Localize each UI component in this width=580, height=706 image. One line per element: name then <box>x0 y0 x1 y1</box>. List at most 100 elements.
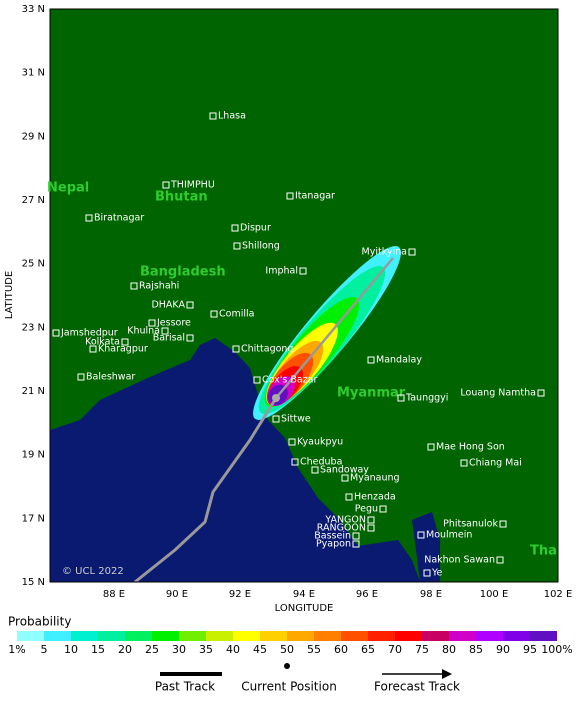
place-marker <box>352 540 360 548</box>
place-label: THIMPHU <box>170 180 215 191</box>
place-marker <box>77 373 85 381</box>
legend-label: 60 <box>334 643 348 656</box>
y-tick-label: 17 N <box>22 513 45 524</box>
place-marker <box>299 267 307 275</box>
legend-swatch <box>530 631 557 641</box>
y-tick-label: 23 N <box>22 322 45 333</box>
legend-swatch <box>449 631 476 641</box>
place-marker <box>161 327 169 335</box>
place-label: Ye <box>431 568 443 579</box>
place-label: Dispur <box>240 223 271 234</box>
place-label: Sandoway <box>320 465 369 476</box>
current-position-label: Current Position <box>241 680 337 694</box>
legend-label: 70 <box>388 643 402 656</box>
place-marker <box>288 438 296 446</box>
country-label: Bangladesh <box>140 265 226 280</box>
legend-swatch <box>422 631 449 641</box>
legend-swatch <box>125 631 152 641</box>
place-label: Myanaung <box>350 473 400 484</box>
place-label: Taunggyi <box>405 393 448 404</box>
legend-label: 40 <box>226 643 240 656</box>
legend-swatch <box>233 631 260 641</box>
legend-label: 20 <box>118 643 132 656</box>
map-frame <box>49 8 559 583</box>
y-tick-label: 19 N <box>22 450 45 461</box>
legend-swatch <box>341 631 368 641</box>
place-label: Louang Namtha <box>460 388 536 399</box>
place-label: Jessore <box>156 318 191 329</box>
place-marker <box>311 466 319 474</box>
legend-label: 95 <box>523 643 537 656</box>
country-label: Myanmar <box>337 386 406 401</box>
legend-swatch <box>44 631 71 641</box>
place-label: Mae Hong Son <box>436 442 505 453</box>
place-label: Jamshedpur <box>60 328 118 339</box>
place-label: Barisal <box>153 333 185 344</box>
place-marker <box>499 520 507 528</box>
legend-swatch <box>503 631 530 641</box>
place-marker <box>121 338 129 346</box>
place-marker <box>52 329 60 337</box>
place-marker <box>408 248 416 256</box>
legend-label: 55 <box>307 643 321 656</box>
legend-title: Probability <box>8 615 71 629</box>
place-marker <box>186 301 194 309</box>
country-label: Tha <box>530 544 557 559</box>
legend-label: 65 <box>361 643 375 656</box>
legend-swatch <box>395 631 422 641</box>
country-label: Nepal <box>47 181 89 196</box>
place-marker <box>130 282 138 290</box>
credit: © UCL 2022 <box>62 566 124 577</box>
forecast-track-label: Forecast Track <box>374 680 460 694</box>
legend-label: 100% <box>541 643 572 656</box>
y-tick-label: 15 N <box>22 577 45 588</box>
forecast-arrow <box>442 669 452 679</box>
place-label: RANGOON <box>317 523 366 534</box>
legend-label: 30 <box>172 643 186 656</box>
x-tick-label: 88 E <box>103 589 125 600</box>
place-marker <box>417 531 425 539</box>
place-marker <box>537 389 545 397</box>
place-marker <box>186 334 194 342</box>
legend-label: 80 <box>442 643 456 656</box>
place-label: Mandalay <box>376 355 422 366</box>
place-label: Rajshahi <box>139 281 179 292</box>
legend-swatch <box>314 631 341 641</box>
place-label: Cheduba <box>300 457 342 468</box>
place-label: Nakhon Sawan <box>424 555 495 566</box>
place-label: Moulmein <box>426 530 472 541</box>
place-marker <box>496 556 504 564</box>
x-tick-label: 98 E <box>420 589 442 600</box>
place-marker <box>367 516 375 524</box>
legend-swatch <box>17 631 44 641</box>
x-tick-label: 92 E <box>229 589 251 600</box>
place-label: Cox's Bazar <box>262 375 318 386</box>
x-tick-label: 90 E <box>166 589 188 600</box>
place-marker <box>272 415 280 423</box>
past-track <box>134 397 278 584</box>
x-tick-label: 102 E <box>544 589 573 600</box>
legend-swatch <box>368 631 395 641</box>
place-label: YANGON <box>324 515 366 526</box>
place-marker <box>367 356 375 364</box>
place-label: Biratnagar <box>94 213 144 224</box>
place-marker <box>232 345 240 353</box>
x-axis-label: LONGITUDE <box>275 603 334 614</box>
y-tick-label: 27 N <box>22 195 45 206</box>
legend-label: 45 <box>253 643 267 656</box>
legend-swatch <box>476 631 503 641</box>
place-marker <box>162 181 170 189</box>
legend-swatch <box>179 631 206 641</box>
legend-label: 85 <box>469 643 483 656</box>
x-tick-label: 94 E <box>293 589 315 600</box>
place-label: Shillong <box>242 241 280 252</box>
place-marker <box>352 532 360 540</box>
legend-label: 50 <box>280 643 294 656</box>
place-marker <box>291 458 299 466</box>
place-marker <box>209 112 217 120</box>
place-label: Kolkata <box>85 337 120 348</box>
place-marker <box>253 376 261 384</box>
legend-label: 10 <box>64 643 78 656</box>
place-label: Baleshwar <box>86 372 135 383</box>
